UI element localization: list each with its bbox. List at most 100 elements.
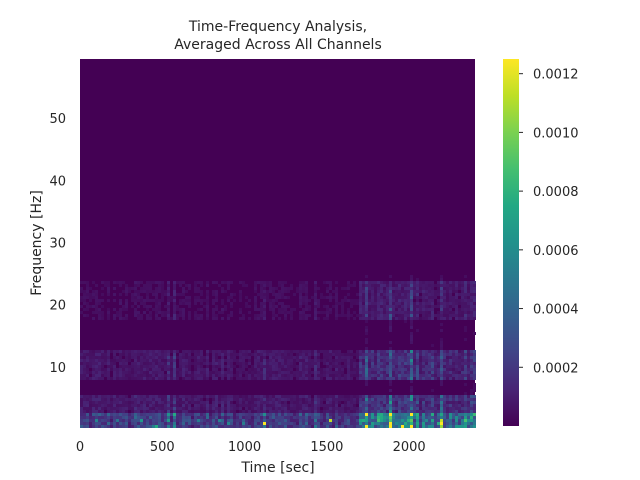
- heatmap-cell: [368, 377, 371, 380]
- heatmap-cell: [359, 293, 362, 296]
- heatmap-cell: [410, 416, 413, 419]
- heatmap-cell: [383, 359, 386, 362]
- heatmap-cell: [389, 389, 392, 392]
- heatmap-cell: [182, 299, 185, 302]
- heatmap-cell: [368, 350, 371, 353]
- heatmap-cell: [362, 299, 365, 302]
- heatmap-cell: [161, 311, 164, 314]
- heatmap-cell: [239, 350, 242, 353]
- heatmap-cell: [182, 317, 185, 320]
- heatmap-cell: [314, 305, 317, 308]
- heatmap-cell: [383, 413, 386, 416]
- heatmap-cell: [371, 296, 374, 299]
- heatmap-cell: [422, 410, 425, 413]
- heatmap-cell: [284, 305, 287, 308]
- heatmap-cell: [164, 377, 167, 380]
- heatmap-cell: [347, 368, 350, 371]
- heatmap-cell: [380, 299, 383, 302]
- heatmap-cell: [374, 350, 377, 353]
- heatmap-cell: [218, 284, 221, 287]
- heatmap-cell: [341, 395, 344, 398]
- heatmap-cell: [206, 293, 209, 296]
- heatmap-cell: [404, 407, 407, 410]
- heatmap-cell: [281, 284, 284, 287]
- heatmap-cell: [212, 311, 215, 314]
- heatmap-cell: [293, 404, 296, 407]
- heatmap-cell: [458, 398, 461, 401]
- heatmap-cell: [428, 353, 431, 356]
- heatmap-cell: [194, 407, 197, 410]
- heatmap-cell: [458, 422, 461, 425]
- heatmap-cell: [359, 356, 362, 359]
- heatmap-cell: [146, 422, 149, 425]
- heatmap-cell: [167, 302, 170, 305]
- heatmap-cell: [92, 425, 95, 428]
- heatmap-cell: [158, 374, 161, 377]
- heatmap-cell: [359, 395, 362, 398]
- heatmap-cell: [143, 311, 146, 314]
- heatmap-cell: [389, 356, 392, 359]
- heatmap-cell: [278, 413, 281, 416]
- heatmap-cell: [95, 398, 98, 401]
- heatmap-cell: [455, 353, 458, 356]
- heatmap-cell: [428, 350, 431, 353]
- heatmap-cell: [437, 359, 440, 362]
- heatmap-cell: [155, 368, 158, 371]
- heatmap-cell: [449, 419, 452, 422]
- heatmap-cell: [152, 422, 155, 425]
- heatmap-cell: [104, 350, 107, 353]
- heatmap-cell: [335, 293, 338, 296]
- heatmap-cell: [449, 359, 452, 362]
- heatmap-cell: [335, 290, 338, 293]
- heatmap-cell: [335, 281, 338, 284]
- heatmap-cell: [341, 374, 344, 377]
- heatmap-cell: [389, 275, 392, 278]
- heatmap-cell: [383, 374, 386, 377]
- heatmap-cell: [326, 413, 329, 416]
- heatmap-cell: [155, 407, 158, 410]
- heatmap-cell: [374, 290, 377, 293]
- heatmap-cell: [146, 299, 149, 302]
- heatmap-cell: [302, 398, 305, 401]
- heatmap-cell: [368, 425, 371, 428]
- heatmap-cell: [290, 422, 293, 425]
- heatmap-cell: [251, 365, 254, 368]
- heatmap-cell: [251, 407, 254, 410]
- heatmap-cell: [395, 287, 398, 290]
- heatmap-cell: [296, 401, 299, 404]
- heatmap-cell: [398, 416, 401, 419]
- heatmap-cell: [347, 404, 350, 407]
- heatmap-cell: [314, 290, 317, 293]
- heatmap-cell: [455, 281, 458, 284]
- heatmap-cell: [353, 395, 356, 398]
- heatmap-cell: [224, 353, 227, 356]
- heatmap-cell: [452, 398, 455, 401]
- heatmap-cell: [284, 422, 287, 425]
- heatmap-cell: [80, 398, 83, 401]
- heatmap-cell: [416, 311, 419, 314]
- heatmap-cell: [410, 404, 413, 407]
- heatmap-cell: [362, 314, 365, 317]
- heatmap-cell: [464, 305, 467, 308]
- heatmap-cell: [449, 416, 452, 419]
- heatmap-cell: [278, 374, 281, 377]
- heatmap-cell: [107, 377, 110, 380]
- heatmap-cell: [308, 350, 311, 353]
- heatmap-cell: [98, 311, 101, 314]
- heatmap-cell: [470, 359, 473, 362]
- heatmap-cell: [410, 401, 413, 404]
- heatmap-cell: [218, 359, 221, 362]
- colorbar-tick-label: 0.0002: [533, 361, 579, 376]
- heatmap-cell: [290, 371, 293, 374]
- heatmap-cell: [128, 371, 131, 374]
- heatmap-cell: [176, 377, 179, 380]
- heatmap-cell: [215, 308, 218, 311]
- heatmap-cell: [143, 371, 146, 374]
- heatmap-cell: [383, 293, 386, 296]
- heatmap-cell: [149, 362, 152, 365]
- heatmap-cell: [374, 356, 377, 359]
- heatmap-cell: [263, 362, 266, 365]
- heatmap-cell: [239, 413, 242, 416]
- heatmap-cell: [398, 404, 401, 407]
- heatmap-cell: [230, 302, 233, 305]
